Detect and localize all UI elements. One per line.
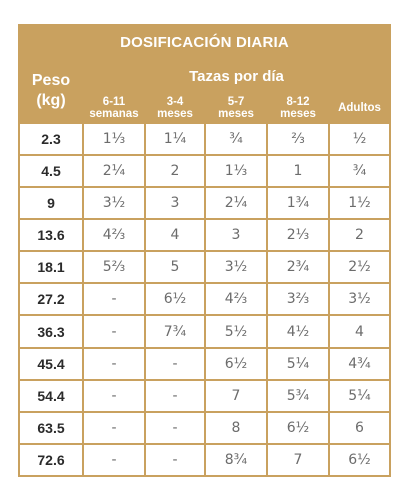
cups-cell: - <box>82 314 146 349</box>
cups-cell: 4 <box>328 314 391 349</box>
cups-cell: - <box>82 346 146 381</box>
weight-header-label: Peso <box>31 72 71 89</box>
table-row: 54.4- -7 5¾ 5¼ <box>18 378 391 413</box>
age-group-range: 8-12 <box>286 96 310 108</box>
cups-cell: 1⅓ <box>204 154 268 189</box>
age-group-range: 6-11 <box>102 96 126 108</box>
weight-cell: 63.5 <box>18 410 84 445</box>
cups-cell: ¾ <box>328 154 391 189</box>
cups-cell: 1⅓ <box>82 121 146 157</box>
cups-cell: 6 <box>328 410 391 445</box>
cups-cell: 7 <box>266 442 330 478</box>
age-group-header: 5-7 meses <box>204 92 268 124</box>
table-body: 2.3 1⅓ 1¼ ¾ ⅔ ½ 4.5 2¼ 2 1⅓ 1 ¾ 9 3½ 3 2¼ 1¾ 1½ 13.6 4⅔ 4 3 2⅓… <box>18 121 391 478</box>
cups-cell: 3½ <box>82 186 146 221</box>
cups-cell: 3 <box>204 218 268 253</box>
cups-cell: 6½ <box>328 442 391 478</box>
table-row: 27.2-6½ 4⅔ 3⅔ 3½ <box>18 282 391 317</box>
cups-cell: - <box>144 442 206 478</box>
weight-cell: 13.6 <box>18 218 84 253</box>
weight-cell: 45.4 <box>18 346 84 381</box>
cups-cell: - <box>82 282 146 317</box>
age-group-range: Adultos <box>338 102 381 114</box>
cups-cell: 4½ <box>266 314 330 349</box>
cups-cell: - <box>144 346 206 381</box>
cups-cell: - <box>144 378 206 413</box>
weight-cell: 2.3 <box>18 121 84 157</box>
table-row: 18.1 5⅔ 5 3½ 2¾ 2½ <box>18 250 391 285</box>
table-row: 72.6- -8¾ 7 6½ <box>18 442 391 478</box>
cups-cell: ⅔ <box>266 121 330 157</box>
age-group-header: 3-4 meses <box>144 92 206 124</box>
cups-cell: 5⅔ <box>82 250 146 285</box>
cups-cell: 4 <box>144 218 206 253</box>
cups-cell: - <box>82 378 146 413</box>
age-header-row: 6-11 semanas 3-4 meses 5-7 meses 8-12 meses Adul… <box>19 92 391 124</box>
age-group-unit: meses <box>157 108 193 120</box>
cups-cell: 3½ <box>328 282 391 317</box>
cups-cell: 5¼ <box>328 378 391 413</box>
cups-per-day-header: Tazas por día <box>82 58 391 94</box>
cups-cell: 4⅔ <box>204 282 268 317</box>
cups-cell: 3⅔ <box>266 282 330 317</box>
age-group-unit: semanas <box>89 108 139 120</box>
cups-cell: 1¾ <box>266 186 330 221</box>
cups-cell: ½ <box>328 121 391 157</box>
weight-cell: 36.3 <box>18 314 84 349</box>
cups-cell: 2¼ <box>82 154 146 189</box>
cups-cell: 3½ <box>204 250 268 285</box>
weight-cell: 54.4 <box>18 378 84 413</box>
age-group-unit: meses <box>280 108 316 120</box>
cups-cell: 1½ <box>328 186 391 221</box>
table-row: 4.5 2¼ 2 1⅓ 1 ¾ <box>18 154 391 189</box>
age-group-range: 3-4 <box>166 96 184 108</box>
cups-cell: ¾ <box>204 121 268 157</box>
cups-cell: 5¾ <box>266 378 330 413</box>
cups-cell: 5 <box>144 250 206 285</box>
table-title: DOSIFICACIÓN DIARIA <box>18 24 391 60</box>
cups-cell: 5½ <box>204 314 268 349</box>
age-group-header: 6-11 semanas <box>82 92 146 124</box>
table-row: 2.3 1⅓ 1¼ ¾ ⅔ ½ <box>18 121 391 157</box>
cups-cell: 7¾ <box>144 314 206 349</box>
cups-cell: 2¼ <box>204 186 268 221</box>
table-row: 36.3-7¾ 5½ 4½ 4 <box>18 314 391 349</box>
weight-cell: 9 <box>18 186 84 221</box>
table-row: 9 3½ 3 2¼ 1¾ 1½ <box>18 186 391 221</box>
cups-cell: 4⅔ <box>82 218 146 253</box>
cups-cell: 5¼ <box>266 346 330 381</box>
weight-cell: 4.5 <box>18 154 84 189</box>
cups-cell: 2 <box>144 154 206 189</box>
weight-column-header: Peso (kg) <box>18 58 84 124</box>
cups-cell: 6½ <box>266 410 330 445</box>
cups-cell: 6½ <box>144 282 206 317</box>
cups-cell: 2¾ <box>266 250 330 285</box>
age-group-unit: meses <box>218 108 254 120</box>
weight-cell: 72.6 <box>18 442 84 478</box>
cups-cell: 8 <box>204 410 268 445</box>
weight-cell: 18.1 <box>18 250 84 285</box>
age-group-header: Adultos <box>328 92 391 124</box>
cups-cell: 2½ <box>328 250 391 285</box>
dosage-table: DOSIFICACIÓN DIARIA Peso (kg) Tazas por … <box>18 24 391 478</box>
cups-cell: - <box>144 410 206 445</box>
age-group-range: 5-7 <box>227 96 245 108</box>
cups-cell: 3 <box>144 186 206 221</box>
cups-cell: 4¾ <box>328 346 391 381</box>
cups-cell: - <box>82 442 146 478</box>
cups-cell: 1¼ <box>144 121 206 157</box>
cups-cell: 8¾ <box>204 442 268 478</box>
cups-cell: 7 <box>204 378 268 413</box>
age-group-header: 8-12 meses <box>266 92 330 124</box>
cups-cell: - <box>82 410 146 445</box>
cups-cell: 2⅓ <box>266 218 330 253</box>
cups-cell: 6½ <box>204 346 268 381</box>
cups-cell: 2 <box>328 218 391 253</box>
weight-header-unit: (kg) <box>36 92 66 109</box>
weight-cell: 27.2 <box>18 282 84 317</box>
table-row: 45.4- -6½ 5¼ 4¾ <box>18 346 391 381</box>
cups-cell: 1 <box>266 154 330 189</box>
table-row: 63.5- -8 6½ 6 <box>18 410 391 445</box>
table-row: 13.6 4⅔ 4 3 2⅓ 2 <box>18 218 391 253</box>
